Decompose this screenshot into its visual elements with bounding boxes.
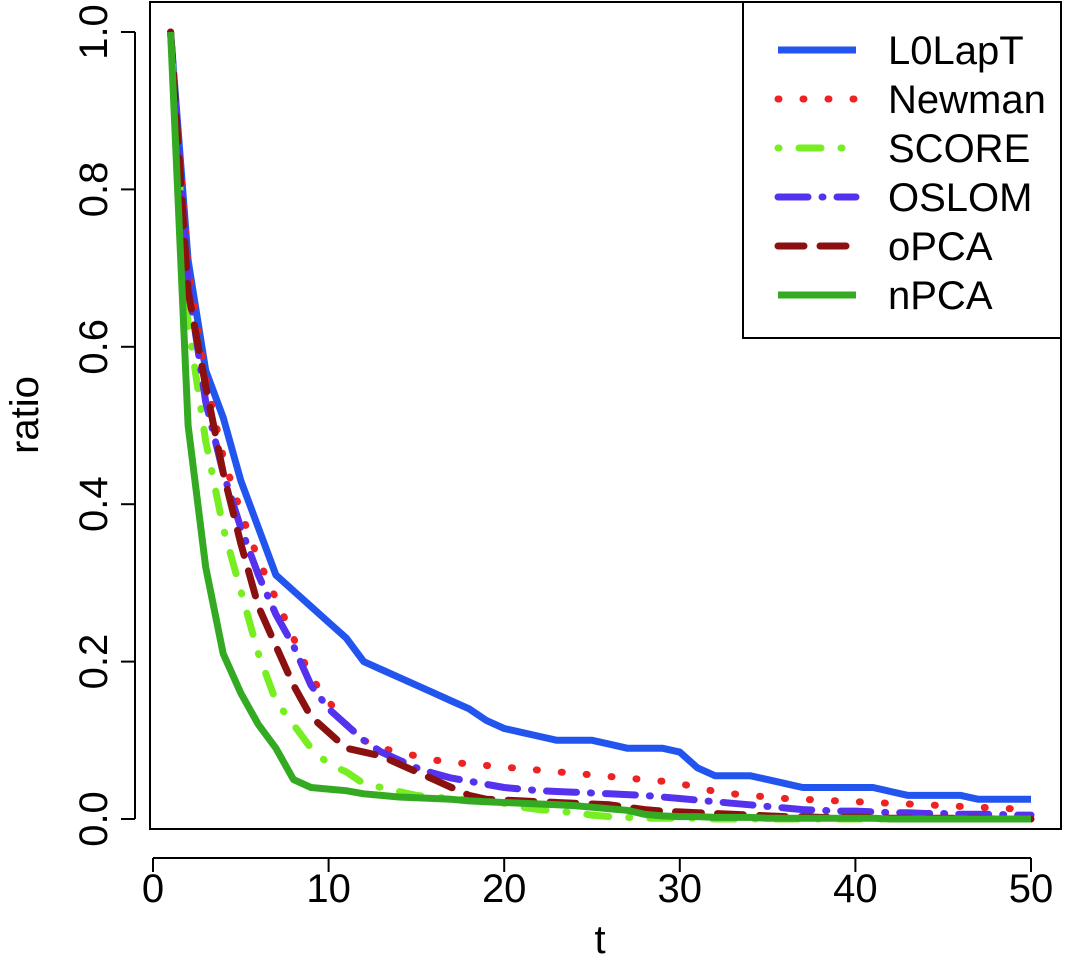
x-tick-label: 50 bbox=[1009, 867, 1054, 911]
y-tick-label: 0.6 bbox=[72, 319, 116, 375]
x-tick-label: 0 bbox=[142, 867, 164, 911]
series-line-newman bbox=[167, 28, 1035, 814]
legend: L0LapT Newman SCORE OSLOM oPCA nPCA bbox=[742, 1, 1062, 339]
series-line-score bbox=[167, 28, 1035, 823]
y-axis: 0.0 0.2 0.4 0.6 0.8 1.0 bbox=[72, 4, 136, 847]
x-tick-label: 10 bbox=[306, 867, 351, 911]
x-axis-title: t bbox=[594, 918, 605, 962]
y-tick-label: 1.0 bbox=[72, 4, 116, 60]
x-tick-label: 30 bbox=[658, 867, 703, 911]
plot-frame bbox=[149, 1, 1062, 830]
legend-box bbox=[742, 1, 1062, 339]
legend-label-newman: Newman bbox=[888, 78, 1046, 122]
legend-label-l0lapt: L0LapT bbox=[888, 29, 1024, 73]
legend-label-opca: oPCA bbox=[888, 225, 993, 269]
legend-label-oslom: OSLOM bbox=[888, 176, 1032, 220]
series-layer bbox=[167, 28, 1035, 823]
x-axis: 0 10 20 30 40 50 bbox=[142, 857, 1054, 911]
x-tick-label: 20 bbox=[482, 867, 527, 911]
y-tick-label: 0.2 bbox=[72, 634, 116, 690]
x-tick-label: 40 bbox=[833, 867, 878, 911]
y-tick-label: 0.4 bbox=[72, 476, 116, 532]
y-tick-label: 0.8 bbox=[72, 162, 116, 218]
y-tick-label: 0.0 bbox=[72, 791, 116, 847]
series-line-l0lapt bbox=[167, 31, 1031, 803]
series-line-oslom bbox=[167, 28, 1035, 819]
series-line-npca bbox=[167, 31, 1031, 823]
y-axis-title: ratio bbox=[3, 376, 47, 454]
legend-label-npca: nPCA bbox=[888, 274, 993, 318]
legend-label-score: SCORE bbox=[888, 127, 1030, 171]
